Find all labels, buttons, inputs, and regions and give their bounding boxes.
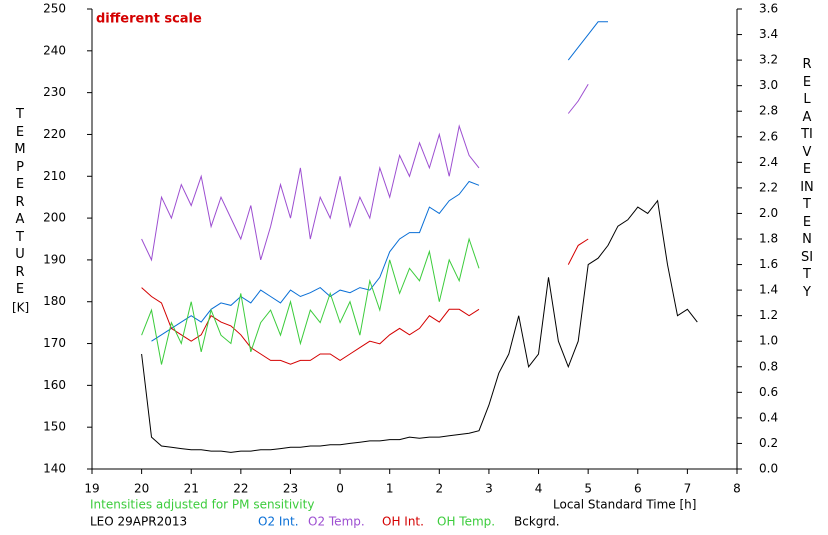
y2-tick-label: 2.8	[759, 104, 778, 118]
y-axis-unit: [K]	[12, 301, 29, 315]
y2-tick-label: 3.2	[759, 53, 778, 67]
x-tick-label: 23	[283, 482, 298, 496]
x-tick-label: 3	[485, 482, 493, 496]
y2-tick-label: 1.2	[759, 308, 778, 322]
annotation: different scale	[96, 12, 202, 27]
series-line	[141, 84, 589, 262]
legend-entry: OH Int.	[382, 515, 424, 529]
x-tick-label: 20	[134, 482, 149, 496]
annotation: Intensities adjusted for PM sensitivity	[90, 498, 314, 512]
y-tick-label: 230	[43, 85, 66, 99]
y-tick-label: 250	[43, 2, 66, 16]
y2-tick-label: 0.0	[759, 462, 778, 476]
y2-tick-label: 2.0	[759, 206, 778, 220]
series-line	[141, 199, 698, 453]
y2-axis-label: RELATIVE INTENSITY	[800, 57, 816, 300]
y2-tick-label: 1.4	[759, 283, 778, 297]
x-tick-label: 0	[336, 482, 344, 496]
x-tick-label: 5	[584, 482, 592, 496]
y2-tick-label: 2.2	[759, 180, 778, 194]
y2-tick-label: 0.6	[759, 385, 778, 399]
y2-tick-label: 0.4	[759, 410, 778, 424]
y2-tick-label: 3.0	[759, 78, 778, 92]
y-axis-label: TEMPERATURE	[14, 107, 26, 297]
legend-entry: O2 Temp.	[308, 515, 365, 529]
y2-tick-label: 1.8	[759, 232, 778, 246]
legend: O2 Int. O2 Temp. OH Int. OH Temp. Bckgrd.	[258, 515, 560, 529]
x-tick-label: 2	[435, 482, 443, 496]
y-tick-label: 190	[43, 252, 66, 266]
y2-tick-label: 2.4	[759, 155, 778, 169]
x-tick-label: 19	[84, 482, 99, 496]
x-tick-label: 21	[184, 482, 199, 496]
y-tick-label: 240	[43, 43, 66, 57]
y2-tick-label: 3.6	[759, 2, 778, 16]
annotation: LEO 29APR2013	[90, 515, 187, 529]
y2-tick-label: 1.6	[759, 257, 778, 271]
series-line	[151, 21, 608, 342]
y-tick-label: 170	[43, 336, 66, 350]
legend-entry: O2 Int.	[258, 515, 299, 529]
x-tick-label: 7	[684, 482, 692, 496]
y2-tick-label: 0.2	[759, 436, 778, 450]
y2-tick-label: 0.8	[759, 359, 778, 373]
legend-entry: Bckgrd.	[514, 515, 560, 529]
y-tick-label: 220	[43, 127, 66, 141]
y-tick-label: 180	[43, 294, 66, 308]
y-tick-label: 160	[43, 378, 66, 392]
y2-tick-label: 2.6	[759, 129, 778, 143]
y-tick-label: 150	[43, 420, 66, 434]
y-tick-label: 210	[43, 169, 66, 183]
series-line	[141, 237, 480, 365]
x-tick-label: 4	[535, 482, 543, 496]
y-tick-label: 140	[43, 462, 66, 476]
x-tick-label: 8	[733, 482, 741, 496]
x-tick-label: 6	[634, 482, 642, 496]
legend-entry: OH Temp.	[437, 515, 495, 529]
x-axis-label: Local Standard Time [h]	[553, 498, 696, 512]
y-tick-label: 200	[43, 211, 66, 225]
series-line	[141, 238, 589, 365]
x-tick-label: 22	[233, 482, 248, 496]
x-tick-label: 1	[386, 482, 394, 496]
y2-tick-label: 1.0	[759, 334, 778, 348]
y2-tick-label: 3.4	[759, 27, 778, 41]
